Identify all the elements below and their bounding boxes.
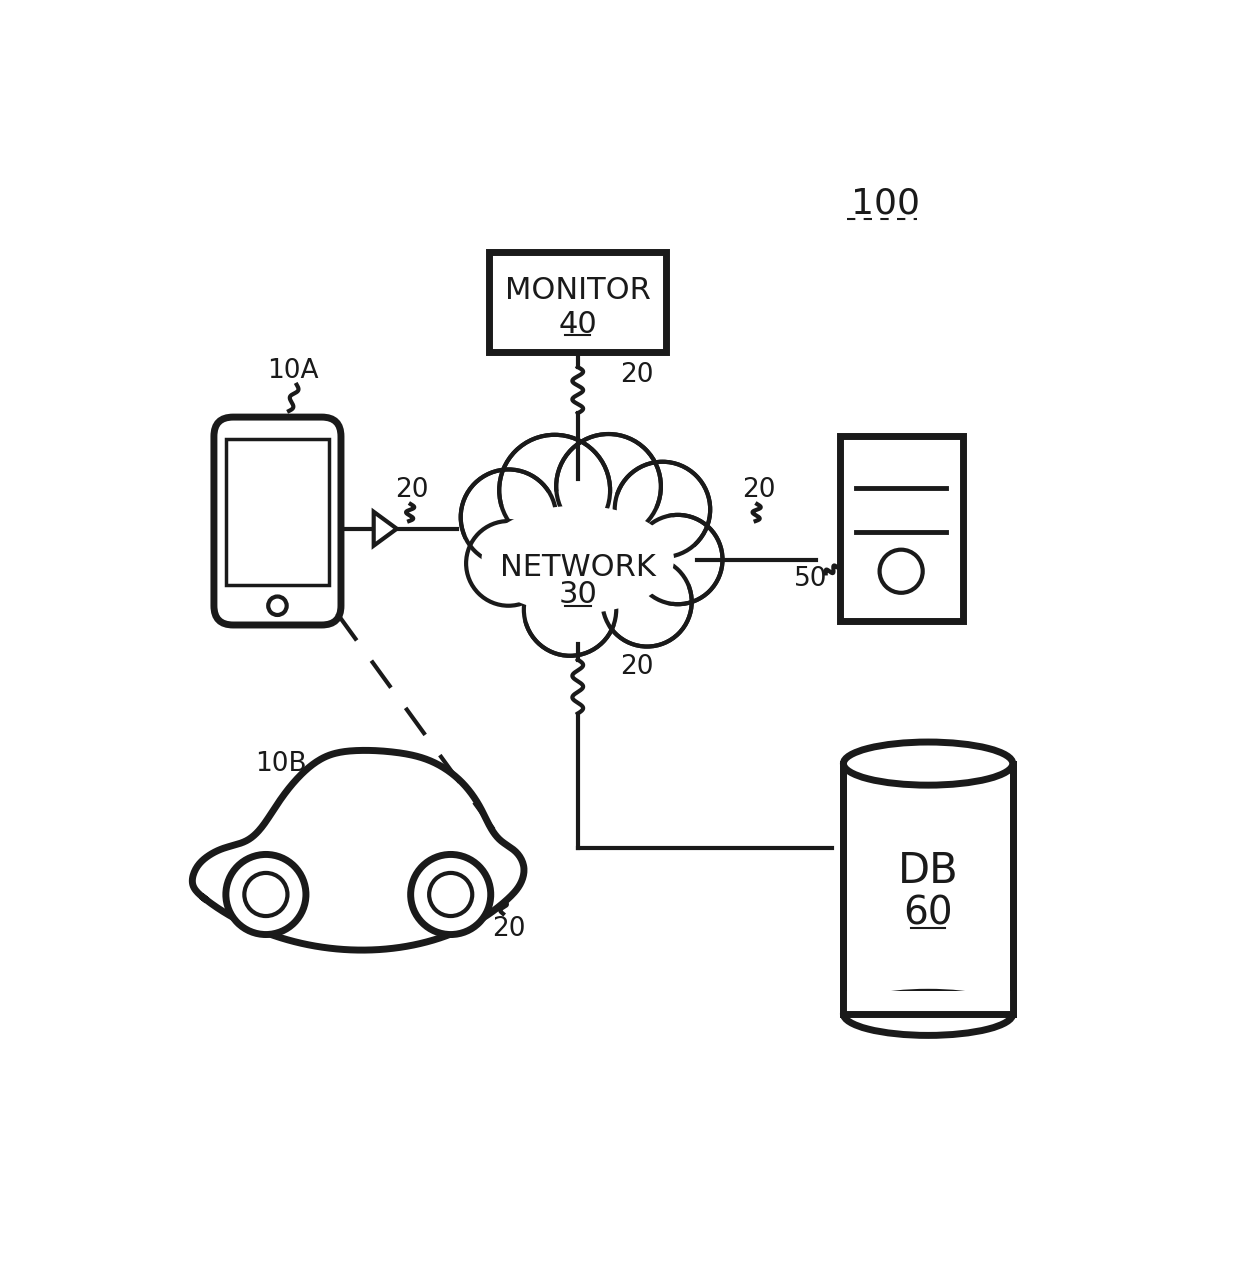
- Text: 30: 30: [558, 579, 598, 608]
- Circle shape: [603, 558, 692, 646]
- Circle shape: [268, 597, 286, 615]
- FancyBboxPatch shape: [215, 416, 341, 625]
- Circle shape: [429, 873, 472, 916]
- Text: 10A: 10A: [267, 358, 319, 384]
- Circle shape: [634, 515, 723, 604]
- Text: 20: 20: [396, 477, 429, 504]
- Ellipse shape: [843, 992, 1013, 1035]
- Text: MONITOR: MONITOR: [505, 275, 651, 304]
- Text: 50: 50: [794, 565, 827, 592]
- Text: 20: 20: [620, 362, 653, 387]
- Text: 10B: 10B: [255, 751, 308, 776]
- Ellipse shape: [843, 742, 1013, 785]
- Text: DB: DB: [898, 851, 959, 892]
- Circle shape: [244, 873, 288, 916]
- Circle shape: [557, 434, 661, 539]
- Polygon shape: [373, 512, 397, 545]
- Bar: [226, 439, 329, 586]
- Text: 100: 100: [851, 187, 920, 221]
- Text: 20: 20: [742, 477, 775, 504]
- Text: 60: 60: [903, 895, 952, 933]
- Circle shape: [523, 563, 616, 656]
- Text: 20: 20: [492, 916, 526, 943]
- Circle shape: [500, 435, 610, 545]
- Ellipse shape: [481, 506, 675, 613]
- Text: NETWORK: NETWORK: [500, 553, 656, 582]
- Circle shape: [615, 462, 711, 558]
- Bar: [841, 991, 1016, 1013]
- Bar: [490, 251, 666, 352]
- Circle shape: [466, 521, 551, 606]
- Text: 20: 20: [620, 654, 653, 680]
- Text: 40: 40: [558, 310, 598, 339]
- Bar: [839, 437, 962, 621]
- Ellipse shape: [459, 490, 697, 628]
- Circle shape: [461, 469, 557, 565]
- Polygon shape: [192, 751, 525, 950]
- Circle shape: [410, 854, 491, 935]
- Circle shape: [226, 854, 306, 935]
- Circle shape: [879, 550, 923, 593]
